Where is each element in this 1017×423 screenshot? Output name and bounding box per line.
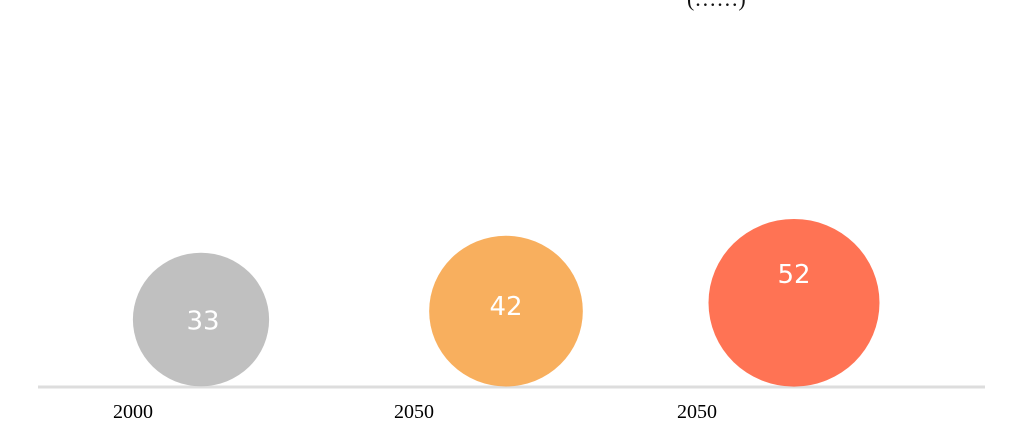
title-fragment: (……)	[687, 0, 746, 10]
x-tick-label: 2050	[677, 401, 717, 423]
x-tick-label: 2050	[394, 401, 434, 423]
bubble-value-label: 33	[186, 307, 219, 337]
x-tick-labels-group: 2000 2050 2050	[113, 401, 717, 423]
bubble-value-label: 42	[489, 292, 522, 322]
bubble-2050-2	[708, 218, 880, 387]
bubbles-group	[132, 218, 880, 387]
bubble-2000-0	[132, 252, 270, 387]
bubble-2050-1	[429, 235, 583, 387]
bubble-value-label: 52	[777, 260, 810, 290]
x-tick-label: 2000	[113, 401, 153, 423]
bubble-labels-group: 33 42 52	[186, 260, 810, 337]
